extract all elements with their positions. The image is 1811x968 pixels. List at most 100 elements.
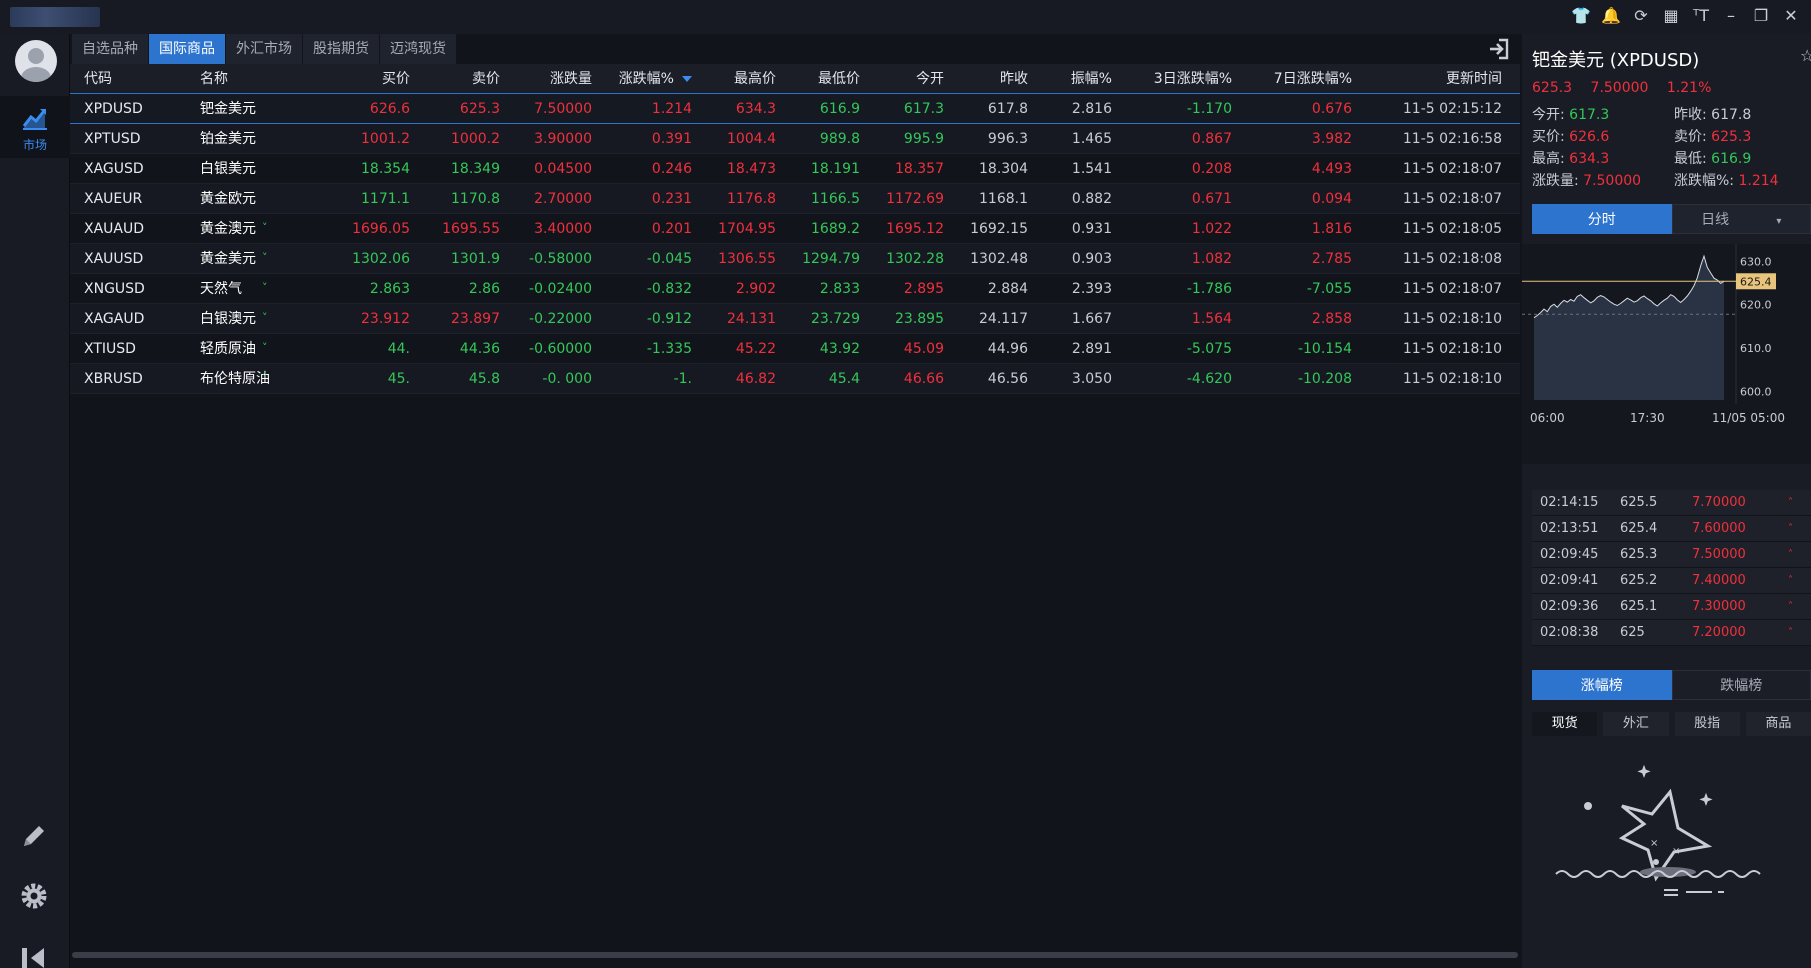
tick-row: 02:09:45 625.3 7.50000 ˄ [1532, 542, 1811, 568]
bell-icon[interactable]: 🔔 [1601, 6, 1621, 25]
cell-chg3d: -1.170 [1186, 101, 1232, 117]
rank-sub-tab-1[interactable]: 外汇 [1603, 712, 1669, 736]
chart-tab-1[interactable]: 日线 ▾ [1671, 204, 1811, 234]
cell-code: XAUUSD [84, 251, 144, 267]
stat-change-pct: 涨跌幅%: 1.214 [1674, 173, 1779, 189]
minimize-icon[interactable]: – [1727, 6, 1735, 25]
cell-code: XPTUSD [84, 131, 141, 147]
tab-market-2[interactable]: 外汇市场 [226, 34, 303, 64]
cell-change: -0.22000 [529, 311, 592, 327]
pencil-icon[interactable] [18, 820, 50, 852]
cell-code: XTIUSD [84, 341, 136, 357]
close-icon[interactable]: ✕ [1784, 6, 1798, 25]
y-tick-label: 630.0 [1740, 255, 1772, 268]
table-row[interactable]: XAUEUR 黄金欧元 1171.1 1170.8 2.70000 0.231 1176.8… [70, 184, 1520, 214]
chevron-down-icon[interactable]: ˅ [262, 221, 268, 234]
rank-tab-0[interactable]: 涨幅榜 [1532, 670, 1672, 700]
cell-chg7d: 1.816 [1311, 221, 1352, 237]
app-logo [10, 7, 100, 27]
table-row[interactable]: XAUAUD 黄金澳元 1696.05 1695.55 3.40000 0.201 1704… [70, 214, 1520, 244]
rank-sub-tab-2[interactable]: 股指 [1674, 712, 1740, 736]
cell-low: 2.833 [819, 281, 860, 297]
tab-market-0[interactable]: 自选品种 [72, 34, 149, 64]
intraday-chart[interactable]: 600.0 610.0 620.0 630.0 625.4 06:00 17:30 11/05… [1522, 244, 1811, 464]
cell-low: 1689.2 [811, 221, 860, 237]
cell-bid: 1696.05 [352, 221, 410, 237]
cell-name: 黄金欧元 [200, 191, 256, 207]
cell-chg7d: 2.785 [1311, 251, 1352, 267]
stat-change: 涨跌量: 7.50000 [1532, 173, 1642, 189]
shirt-icon[interactable]: 👕 [1571, 6, 1591, 25]
cell-open: 23.895 [895, 311, 944, 327]
tick-price: 625 [1620, 625, 1645, 640]
restore-icon[interactable]: ❐ [1753, 6, 1769, 25]
cell-name: 布伦特原油 [200, 371, 270, 387]
nav-market[interactable]: 市场 [0, 96, 70, 158]
stat-low: 最低: 616.9 [1674, 151, 1752, 167]
tab-market-3[interactable]: 股指期货 [303, 34, 380, 64]
tab-market-4[interactable]: 迈鸿现货 [380, 34, 457, 64]
refresh-icon[interactable]: ⟳ [1634, 6, 1648, 25]
cell-chg7d: 4.493 [1311, 161, 1352, 177]
window-tools: 👕 🔔 ⟳ ▦ ᵀT – ❐ ✕ [1571, 6, 1801, 26]
stat-bid: 买价: 626.6 [1532, 129, 1610, 145]
logout-icon[interactable] [1488, 38, 1510, 60]
tab-market-1[interactable]: 国际商品 [149, 34, 226, 64]
chevron-down-icon[interactable]: ˅ [262, 311, 268, 324]
col-header-change-pct[interactable]: 涨跌幅% [592, 64, 692, 94]
cell-high: 24.131 [727, 311, 776, 327]
cell-prev-close: 44.96 [987, 341, 1028, 357]
chevron-down-icon[interactable]: ˅ [262, 281, 268, 294]
chevron-down-icon[interactable]: ˅ [262, 251, 268, 264]
col-header-code[interactable]: 代码 [84, 64, 174, 94]
cell-amplitude: 0.931 [1071, 221, 1112, 237]
avatar[interactable] [15, 40, 57, 82]
chevron-up-icon: ˄ [1788, 601, 1793, 612]
col-header-chg7d[interactable]: 7日涨跌幅% [1232, 64, 1352, 94]
table-row[interactable]: XBRUSD 布伦特原油 45. 45.8 -0. 000 -1. 46.82 45.4 46.… [70, 364, 1520, 394]
gear-icon[interactable] [18, 880, 50, 912]
cell-chg7d: 0.676 [1311, 101, 1352, 117]
cell-name: 白银澳元 [200, 311, 256, 327]
col-header-low[interactable]: 最低价 [776, 64, 860, 94]
col-header-prev-close[interactable]: 昨收 [944, 64, 1028, 94]
col-header-chg3d[interactable]: 3日涨跌幅% [1112, 64, 1232, 94]
font-size-icon[interactable]: ᵀT [1693, 6, 1709, 25]
cell-high: 18.473 [727, 161, 776, 177]
rank-sub-tab-0[interactable]: 现货 [1532, 712, 1598, 736]
cell-change-pct: -0.832 [646, 281, 692, 297]
table-row[interactable]: XNGUSD 天然气 2.863 2.86 -0.02400 -0.832 2.902 2.8… [70, 274, 1520, 304]
grid-icon[interactable]: ▦ [1663, 6, 1679, 25]
table-row[interactable]: XAGUSD 白银美元 18.354 18.349 0.04500 0.246 18.473… [70, 154, 1520, 184]
table-row[interactable]: XPTUSD 铂金美元 1001.2 1000.2 3.90000 0.391 1004.4… [70, 124, 1520, 154]
col-header-name[interactable]: 名称 [200, 64, 290, 94]
col-header-open[interactable]: 今开 [860, 64, 944, 94]
chart-tab-0[interactable]: 分时 [1532, 204, 1672, 234]
collapse-icon[interactable] [20, 946, 48, 968]
rank-sub-tab-3[interactable]: 商品 [1745, 712, 1811, 736]
col-header-label: 振幅% [1070, 71, 1112, 87]
col-header-high[interactable]: 最高价 [692, 64, 776, 94]
table-row[interactable]: XTIUSD 轻质原油 44. 44.36 -0.60000 -1.335 45.22 43.… [70, 334, 1520, 364]
chevron-up-icon[interactable]: ˄ [262, 371, 268, 384]
col-header-bid[interactable]: 买价 [320, 64, 410, 94]
col-header-amplitude[interactable]: 振幅% [1028, 64, 1112, 94]
col-header-time[interactable]: 更新时间 [1352, 64, 1502, 94]
col-header-label: 卖价 [472, 71, 500, 87]
left-nav: 市场 [0, 34, 70, 968]
table-row[interactable]: XPDUSD 钯金美元 626.6 625.3 7.50000 1.214 634.3 616… [70, 94, 1520, 124]
cell-prev-close: 1168.1 [979, 191, 1028, 207]
table-row[interactable]: XAGAUD 白银澳元 23.912 23.897 -0.22000 -0.912 24.1… [70, 304, 1520, 334]
cell-bid: 1171.1 [361, 191, 410, 207]
table-row[interactable]: XAUUSD 黄金美元 1302.06 1301.9 -0.58000 -0.045 130… [70, 244, 1520, 274]
col-header-change[interactable]: 涨跌量 [500, 64, 592, 94]
star-icon[interactable]: ☆ [1800, 46, 1811, 65]
chevron-down-icon[interactable]: ˅ [262, 341, 268, 354]
cell-chg3d: -4.620 [1186, 371, 1232, 387]
cell-change-pct: -1. [673, 371, 692, 387]
col-header-ask[interactable]: 卖价 [410, 64, 500, 94]
table-body: XPDUSD 钯金美元 626.6 625.3 7.50000 1.214 634.3 616… [70, 94, 1520, 394]
horizontal-scrollbar[interactable] [72, 952, 1518, 958]
rank-tab-1[interactable]: 跌幅榜 [1671, 670, 1811, 700]
title-bar: 👕 🔔 ⟳ ▦ ᵀT – ❐ ✕ [0, 0, 1811, 34]
